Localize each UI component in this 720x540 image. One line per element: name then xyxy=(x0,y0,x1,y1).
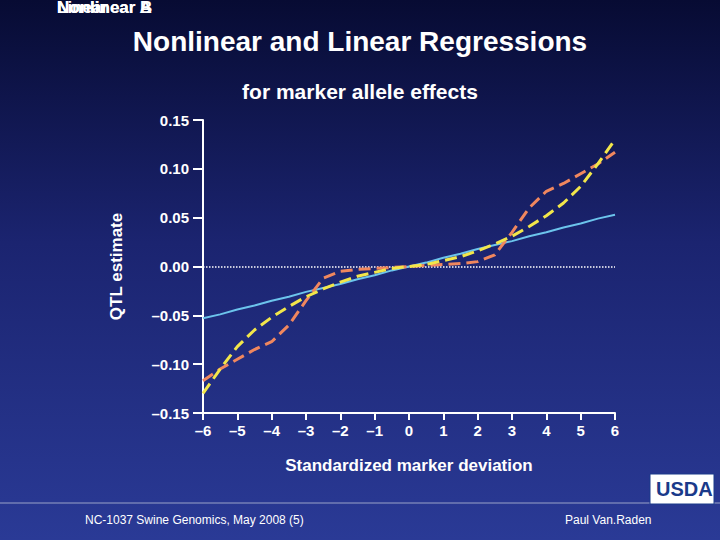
svg-text:–2: –2 xyxy=(332,422,349,439)
svg-text:Nonlinear B: Nonlinear B xyxy=(57,0,152,17)
svg-text:0.05: 0.05 xyxy=(160,209,189,226)
svg-text:0.00: 0.00 xyxy=(160,258,189,275)
svg-text:Nonlinear and Linear Regressio: Nonlinear and Linear Regressions xyxy=(133,26,587,57)
svg-text:–4: –4 xyxy=(263,422,280,439)
svg-text:–0.10: –0.10 xyxy=(151,356,189,373)
svg-text:Paul Van.Raden: Paul Van.Raden xyxy=(565,513,652,527)
svg-text:2: 2 xyxy=(473,422,481,439)
svg-text:–5: –5 xyxy=(229,422,246,439)
svg-text:0.10: 0.10 xyxy=(160,160,189,177)
svg-text:0: 0 xyxy=(405,422,413,439)
svg-text:0.15: 0.15 xyxy=(160,112,189,129)
svg-text:USDA: USDA xyxy=(656,478,713,500)
svg-text:–0.15: –0.15 xyxy=(151,405,189,422)
svg-text:3: 3 xyxy=(508,422,516,439)
svg-text:6: 6 xyxy=(611,422,619,439)
svg-text:for marker allele effects: for marker allele effects xyxy=(242,80,478,103)
svg-text:Standardized marker deviation: Standardized marker deviation xyxy=(285,456,533,475)
svg-text:1: 1 xyxy=(439,422,447,439)
svg-text:QTL estimate: QTL estimate xyxy=(107,213,126,320)
svg-text:Linear: Linear xyxy=(57,0,108,17)
svg-text:NC-1037 Swine Genomics, May 20: NC-1037 Swine Genomics, May 2008 (5) xyxy=(85,513,304,527)
svg-text:–3: –3 xyxy=(298,422,315,439)
svg-text:Nonlinear A: Nonlinear A xyxy=(57,0,152,17)
svg-text:–0.05: –0.05 xyxy=(151,307,189,324)
svg-text:–1: –1 xyxy=(366,422,383,439)
svg-text:4: 4 xyxy=(542,422,551,439)
svg-text:–6: –6 xyxy=(195,422,212,439)
svg-text:5: 5 xyxy=(576,422,584,439)
